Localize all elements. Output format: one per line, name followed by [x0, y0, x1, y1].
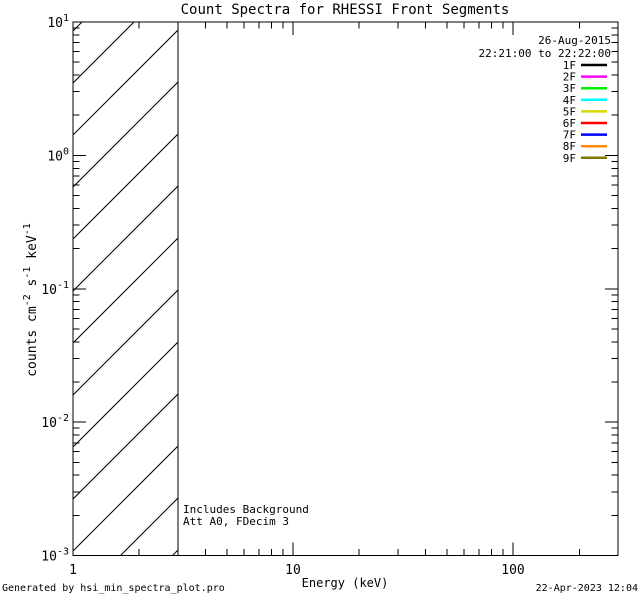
hatch-line: [73, 22, 135, 84]
hatch-line: [73, 237, 178, 344]
footer-generator-text: Generated by hsi_min_spectra_plot.pro: [2, 583, 225, 594]
y-tick-label: 100: [47, 146, 69, 164]
legend-item: 1F: [563, 59, 607, 72]
legend-item: 6F: [563, 117, 607, 130]
hatch-line: [73, 22, 83, 32]
annotation-includes-background: Includes Background: [183, 503, 309, 516]
y-tick-label: 10-1: [41, 280, 69, 298]
y-tick-label: 10-2: [41, 413, 69, 431]
legend-item-label: 8F: [563, 140, 576, 153]
legend-item: 9F: [563, 152, 607, 165]
legend-item-label: 9F: [563, 152, 576, 165]
hatch-line: [73, 133, 178, 240]
hatch-line: [73, 289, 178, 396]
x-tick-label: 1: [69, 563, 77, 578]
legend-item-label: 5F: [563, 105, 576, 118]
footer-datetime: 22-Apr-2023 12:04: [536, 583, 638, 594]
legend-time-range: 22:21:00 to 22:22:00: [479, 47, 611, 60]
y-tick-label: 101: [47, 13, 69, 31]
x-tick-label: 100: [501, 563, 524, 578]
hatch-line: [73, 185, 178, 292]
hatch-line: [73, 29, 178, 136]
legend-item-label: 2F: [563, 71, 576, 84]
legend-item-label: 6F: [563, 117, 576, 130]
y-axis-label: counts cm-2 s-1 keV-1: [22, 223, 40, 377]
plot-border: [72, 21, 619, 556]
hatch-line: [119, 497, 178, 556]
legend-item: 5F: [563, 105, 607, 118]
legend-date: 26-Aug-2015: [538, 34, 611, 47]
legend-item: 4F: [563, 94, 607, 107]
legend-item-label: 3F: [563, 82, 576, 95]
hatch-line: [73, 341, 178, 448]
axis-tick-labels: 1 10 100 101 100 10-1 10-2 10-3: [41, 13, 524, 578]
x-axis-label: Energy (keV): [302, 576, 389, 590]
annotation-attenuator-state: Att A0, FDecim 3: [183, 515, 289, 528]
x-tick-label: 10: [285, 563, 301, 578]
hatch-line: [73, 81, 178, 188]
legend-item-label: 1F: [563, 59, 576, 72]
legend-item: 8F: [563, 140, 607, 153]
y-tick-label: 10-3: [41, 547, 69, 565]
y-axis-label-text: counts cm-2 s-1 keV-1: [22, 223, 40, 377]
chart-title: Count Spectra for RHESSI Front Segments: [181, 2, 510, 18]
legend-item: 2F: [563, 71, 607, 84]
hatch-line: [73, 393, 178, 500]
legend-item: 3F: [563, 82, 607, 95]
hatched-region: [73, 22, 178, 556]
hatch-line: [73, 445, 178, 552]
legend-item-label: 4F: [563, 94, 576, 107]
legend-item-label: 7F: [563, 129, 576, 142]
legend-item: 7F: [563, 129, 607, 142]
